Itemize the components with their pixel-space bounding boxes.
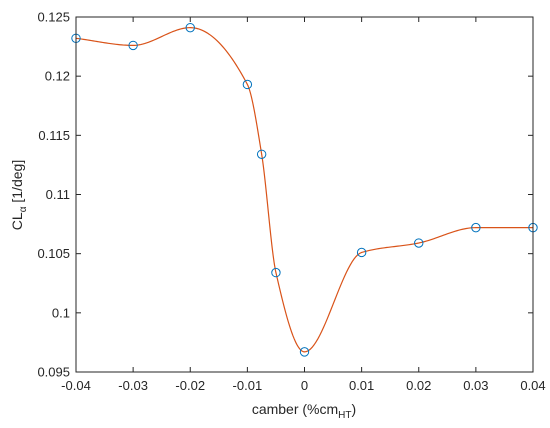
series-markers: [71, 22, 538, 357]
x-tick-label: -0.02: [175, 378, 205, 393]
data-point-marker: [271, 267, 281, 278]
x-tick-label: 0: [301, 378, 308, 393]
x-axis-label-close: ): [352, 401, 357, 417]
x-tick-label: 0.02: [406, 378, 431, 393]
y-tick-label: 0.105: [37, 246, 70, 261]
y-tick-label: 0.115: [38, 128, 70, 143]
y-tick-label: 0.1: [52, 305, 70, 320]
x-axis-label-main: camber (%cm: [252, 401, 338, 417]
y-tick-labels: 0.095 0.1 0.105 0.11 0.115 0.12 0.125: [37, 10, 70, 380]
x-tick-label: 0.01: [349, 378, 374, 393]
y-tick-label: 0.125: [37, 10, 70, 25]
data-point-marker: [128, 40, 138, 51]
x-tick-label: -0.04: [61, 378, 91, 393]
y-tick-label: 0.095: [37, 365, 70, 380]
series-smooth-line: [75, 27, 533, 353]
data-point-marker: [185, 22, 195, 33]
x-tick-label: -0.01: [233, 378, 263, 393]
y-tick-label: 0.12: [45, 69, 70, 84]
x-tick-labels: -0.04 -0.03 -0.02 -0.01 0 0.01 0.02 0.03 0.04: [61, 378, 545, 393]
x-tick-label: 0.03: [463, 378, 488, 393]
y-axis-label-subscript: α: [18, 206, 29, 212]
data-point-marker: [256, 149, 267, 159]
y-axis-label-main: CL: [9, 212, 25, 230]
y-axis-label: CLα [1/deg]: [9, 160, 29, 230]
data-point-marker: [242, 79, 253, 90]
y-axis-label-rest: [1/deg]: [9, 160, 25, 207]
plot-area: [76, 17, 533, 372]
data-point-marker: [471, 222, 481, 233]
x-axis-label: camber (%cmHT): [252, 401, 356, 421]
y-tick-label: 0.11: [46, 187, 70, 202]
data-point-marker: [356, 247, 367, 258]
x-axis-label-subscript: HT: [338, 410, 351, 421]
x-tick-label: 0.04: [520, 378, 545, 393]
x-tick-label: -0.03: [118, 378, 148, 393]
data-point-marker: [414, 238, 424, 248]
axes-frame: [75, 16, 534, 373]
data-point-marker: [299, 347, 310, 357]
